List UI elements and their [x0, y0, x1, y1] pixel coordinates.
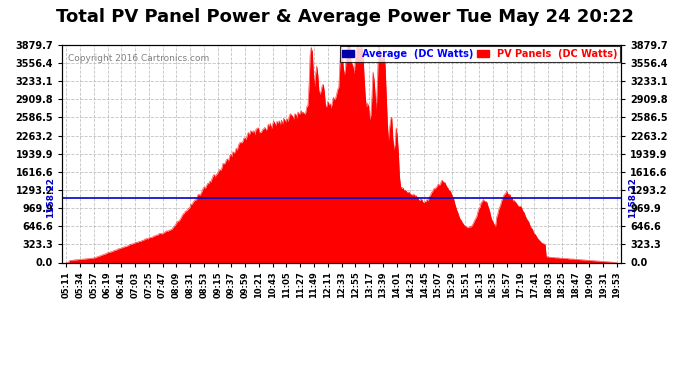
Text: 1158.22: 1158.22: [628, 177, 637, 218]
Legend: Average  (DC Watts), PV Panels  (DC Watts): Average (DC Watts), PV Panels (DC Watts): [339, 46, 620, 62]
Text: Copyright 2016 Cartronics.com: Copyright 2016 Cartronics.com: [68, 54, 209, 63]
Text: Total PV Panel Power & Average Power Tue May 24 20:22: Total PV Panel Power & Average Power Tue…: [56, 8, 634, 26]
Text: 1158.22: 1158.22: [46, 177, 55, 218]
